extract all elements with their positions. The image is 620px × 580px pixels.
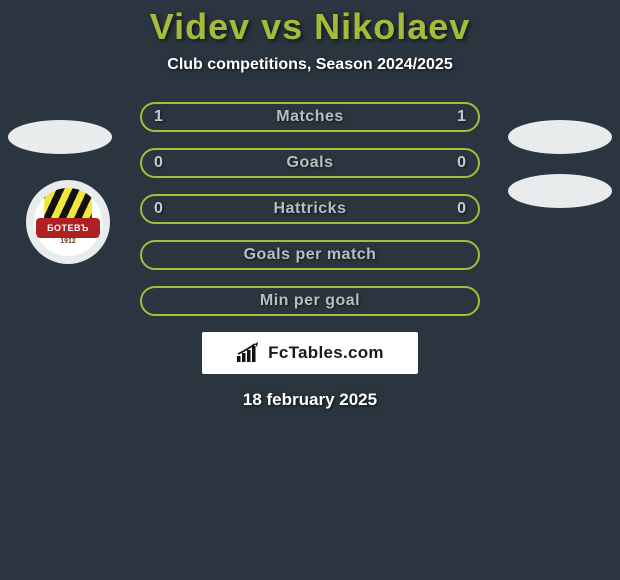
competition-subtitle: Club competitions, Season 2024/2025 [0, 56, 620, 74]
stat-row-matches: 1 Matches 1 [140, 102, 480, 132]
brand-text: FcTables.com [268, 343, 384, 363]
stat-label: Goals per match [244, 246, 377, 264]
badge-year: 1912 [34, 238, 102, 245]
stat-row-goals: 0 Goals 0 [140, 148, 480, 178]
stat-left-value: 1 [154, 108, 163, 126]
stat-label: Hattricks [274, 200, 347, 218]
badge-inner: БОТЕВЪ 1912 [34, 188, 102, 256]
badge-ribbon: БОТЕВЪ [36, 218, 100, 238]
stat-left-value: 0 [154, 154, 163, 172]
stat-row-hattricks: 0 Hattricks 0 [140, 194, 480, 224]
brand-box[interactable]: FcTables.com [202, 332, 418, 374]
stat-label: Matches [276, 108, 344, 126]
club-badge-left: БОТЕВЪ 1912 [26, 180, 110, 264]
stat-row-goals-per-match: Goals per match [140, 240, 480, 270]
player-photo-left-placeholder [8, 120, 112, 154]
snapshot-date: 18 february 2025 [0, 390, 620, 410]
club-logo-right-placeholder [508, 174, 612, 208]
stat-label: Goals [287, 154, 334, 172]
stat-left-value: 0 [154, 200, 163, 218]
widget-root: Videv vs Nikolaev Club competitions, Sea… [0, 0, 620, 580]
stat-right-value: 0 [457, 154, 466, 172]
stat-row-min-per-goal: Min per goal [140, 286, 480, 316]
player-photo-right-placeholder [508, 120, 612, 154]
badge-ribbon-text: БОТЕВЪ [47, 223, 89, 233]
stat-right-value: 0 [457, 200, 466, 218]
stat-label: Min per goal [260, 292, 360, 310]
chart-growth-icon [236, 342, 262, 364]
stat-right-value: 1 [457, 108, 466, 126]
matchup-title: Videv vs Nikolaev [0, 6, 620, 48]
badge-outer-ring: БОТЕВЪ 1912 [26, 180, 110, 264]
